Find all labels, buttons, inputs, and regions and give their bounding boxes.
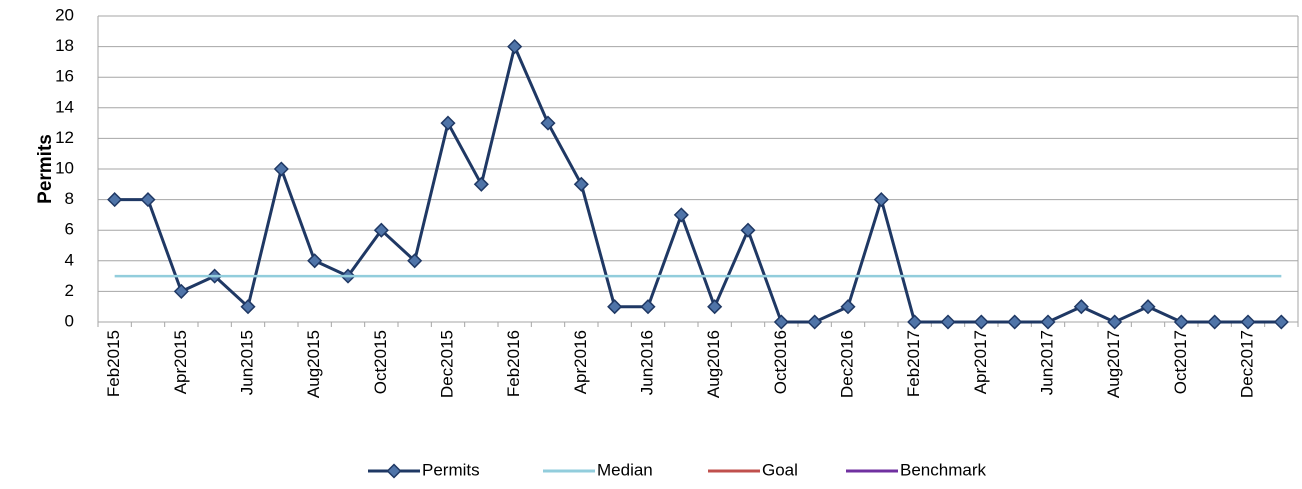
y-tick-label: 20 xyxy=(55,5,74,24)
y-tick-label: 8 xyxy=(65,189,74,208)
y-tick-label: 18 xyxy=(55,36,74,55)
legend-item: Benchmark xyxy=(846,460,986,479)
legend-item: Goal xyxy=(708,460,798,479)
data-point xyxy=(773,314,789,330)
x-tick-label: Oct2017 xyxy=(1171,330,1190,394)
x-tick-label: Apr2015 xyxy=(171,330,190,394)
data-point xyxy=(440,115,456,131)
data-point xyxy=(673,207,689,223)
data-point xyxy=(1273,314,1289,330)
x-tick-label: Oct2015 xyxy=(371,330,390,394)
data-point xyxy=(907,314,923,330)
data-point xyxy=(573,176,589,192)
y-tick-label: 16 xyxy=(55,67,74,86)
data-point xyxy=(973,314,989,330)
data-point xyxy=(1040,314,1056,330)
data-point xyxy=(873,192,889,208)
x-tick-label: Feb2015 xyxy=(104,330,123,397)
x-tick-label: Jun2016 xyxy=(637,330,656,395)
data-point xyxy=(1107,314,1123,330)
y-tick-label: 12 xyxy=(55,128,74,147)
y-tick-label: 10 xyxy=(55,158,74,177)
data-point xyxy=(840,299,856,315)
data-point xyxy=(1207,314,1223,330)
legend-item: Median xyxy=(543,460,653,479)
x-tick-label: Apr2017 xyxy=(971,330,990,394)
y-tick-label: 2 xyxy=(65,281,74,300)
data-point xyxy=(940,314,956,330)
data-point xyxy=(1073,299,1089,315)
data-point xyxy=(607,299,623,315)
x-tick-label: Aug2017 xyxy=(1104,330,1123,398)
x-tick-label: Jun2015 xyxy=(237,330,256,395)
data-point xyxy=(140,192,156,208)
data-point xyxy=(273,161,289,177)
data-point xyxy=(407,253,423,269)
data-point xyxy=(1007,314,1023,330)
data-point xyxy=(240,299,256,315)
series-line xyxy=(114,45,1282,324)
data-point xyxy=(740,222,756,238)
y-axis-label: Permits xyxy=(35,134,56,204)
data-point xyxy=(107,192,123,208)
data-point xyxy=(307,253,323,269)
x-tick-label: Apr2016 xyxy=(571,330,590,394)
data-point xyxy=(373,222,389,238)
legend-label: Benchmark xyxy=(900,460,986,479)
y-tick-label: 4 xyxy=(65,250,74,269)
legend-item: Permits xyxy=(368,460,480,479)
x-tick-label: Dec2015 xyxy=(437,330,456,398)
x-tick-label: Oct2016 xyxy=(771,330,790,394)
x-tick-label: Feb2016 xyxy=(504,330,523,397)
x-tick-label: Dec2016 xyxy=(837,330,856,398)
legend-label: Median xyxy=(597,460,653,479)
legend-marker xyxy=(386,463,402,479)
data-point xyxy=(540,115,556,131)
y-tick-label: 14 xyxy=(55,97,74,116)
data-point xyxy=(807,314,823,330)
legend-label: Goal xyxy=(762,460,798,479)
data-point xyxy=(1240,314,1256,330)
y-tick-label: 0 xyxy=(65,311,74,330)
legend-label: Permits xyxy=(422,460,480,479)
x-tick-label: Aug2016 xyxy=(704,330,723,398)
data-point xyxy=(473,176,489,192)
y-tick-label: 6 xyxy=(65,220,74,239)
x-tick-label: Feb2017 xyxy=(904,330,923,397)
data-point xyxy=(707,299,723,315)
data-point xyxy=(1140,299,1156,315)
x-tick-label: Dec2017 xyxy=(1237,330,1256,398)
x-tick-label: Aug2015 xyxy=(304,330,323,398)
data-point xyxy=(173,283,189,299)
data-point xyxy=(1173,314,1189,330)
data-point xyxy=(507,39,523,55)
x-tick-label: Jun2017 xyxy=(1037,330,1056,395)
data-point xyxy=(640,299,656,315)
